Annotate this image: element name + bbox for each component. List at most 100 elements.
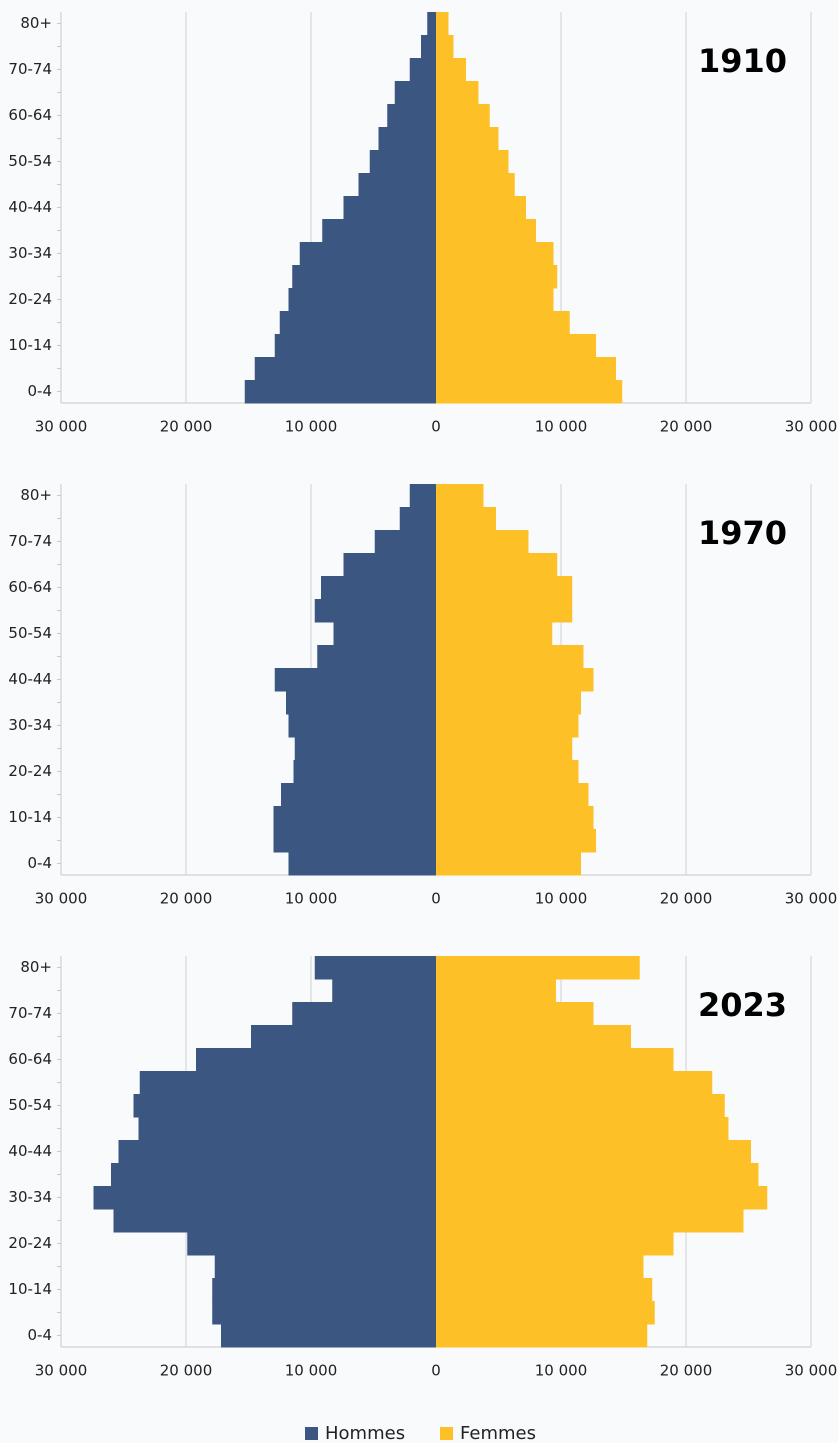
y-tick-label: 10-14 [8, 808, 52, 826]
y-tick-label: 30-34 [8, 716, 52, 734]
bar [436, 1324, 648, 1348]
bar [274, 334, 436, 358]
y-tick-label: 70-74 [8, 1004, 52, 1022]
x-tick-label: 10 000 [285, 890, 338, 908]
bar [436, 1094, 725, 1118]
bar [436, 507, 496, 531]
y-tick-label: 80+ [20, 958, 52, 976]
bar [436, 806, 594, 830]
x-tick-label: 10 000 [285, 418, 338, 436]
bar [436, 645, 584, 669]
bar [212, 1278, 436, 1302]
bar [286, 691, 436, 715]
y-tick-label: 40-44 [8, 1142, 52, 1160]
bar [436, 783, 589, 807]
bar [436, 737, 573, 761]
bar [436, 58, 466, 82]
legend-swatch [305, 1427, 318, 1440]
bar [436, 1186, 768, 1210]
bar [288, 852, 436, 876]
bar [436, 714, 579, 738]
bar [369, 150, 436, 174]
bar [118, 1140, 436, 1164]
x-tick-label: 30 000 [785, 418, 838, 436]
bar [358, 173, 436, 197]
bar [436, 956, 640, 980]
bar [374, 530, 436, 554]
bar [436, 311, 570, 335]
bar [138, 1117, 436, 1141]
y-tick-label: 30-34 [8, 244, 52, 262]
y-tick-label: 10-14 [8, 1280, 52, 1298]
y-tick-label: 20-24 [8, 762, 52, 780]
bar [436, 1301, 655, 1325]
bar [436, 1140, 751, 1164]
bar [288, 714, 436, 738]
bar [436, 553, 558, 577]
bar [387, 104, 436, 128]
y-tick-label: 60-64 [8, 106, 52, 124]
bar [251, 1025, 436, 1049]
x-tick-label: 20 000 [160, 1362, 213, 1380]
bar [294, 737, 436, 761]
legend-swatch [440, 1427, 453, 1440]
bar [436, 334, 596, 358]
bar [436, 599, 573, 623]
bar [436, 1255, 644, 1279]
bar [279, 311, 436, 335]
legend-label: Femmes [460, 1423, 536, 1443]
bar [436, 196, 526, 220]
y-tick-label: 20-24 [8, 290, 52, 308]
bar [436, 576, 573, 600]
pyramid: 30 000 20 000 10 000 0 10 000 20 000 30 000 0-4… [8, 956, 837, 1380]
bar [322, 219, 436, 243]
bar [343, 196, 436, 220]
bar [288, 288, 436, 312]
bar [394, 81, 436, 105]
x-tick-label: 20 000 [660, 890, 713, 908]
y-tick-label: 50-54 [8, 624, 52, 642]
x-tick-label: 0 [431, 890, 441, 908]
bar [293, 760, 436, 784]
bar [314, 956, 436, 980]
bar [212, 1301, 436, 1325]
bar [436, 150, 509, 174]
y-tick-label: 40-44 [8, 670, 52, 688]
bar [111, 1163, 436, 1187]
bar [436, 242, 554, 266]
bar [93, 1186, 436, 1210]
bar [436, 1232, 674, 1256]
y-tick-label: 50-54 [8, 152, 52, 170]
chart-title: 2023 [698, 986, 787, 1024]
bar [317, 645, 436, 669]
bar [436, 288, 554, 312]
x-tick-label: 10 000 [535, 1362, 588, 1380]
bar [436, 357, 616, 381]
bar [274, 668, 436, 692]
bar [436, 1278, 653, 1302]
y-tick-label: 0-4 [28, 382, 53, 400]
bar [133, 1094, 436, 1118]
pyramid: 30 000 20 000 10 000 0 10 000 20 000 30 000 0-4… [8, 484, 837, 908]
bar [333, 622, 436, 646]
bar [436, 1209, 744, 1233]
bar [196, 1048, 436, 1072]
y-tick-label: 60-64 [8, 578, 52, 596]
bar [221, 1324, 436, 1348]
y-tick-label: 20-24 [8, 1234, 52, 1252]
bar [436, 979, 556, 1003]
y-tick-label: 70-74 [8, 532, 52, 550]
bar [436, 81, 479, 105]
bar [436, 1002, 594, 1026]
bar [113, 1209, 436, 1233]
bar [321, 576, 436, 600]
x-tick-label: 20 000 [660, 418, 713, 436]
bar [436, 35, 454, 59]
bar [436, 104, 490, 128]
x-tick-label: 10 000 [535, 890, 588, 908]
bar [436, 829, 596, 853]
pyramid: 30 000 20 000 10 000 0 10 000 20 000 30 000 0-4… [8, 12, 837, 436]
x-tick-label: 20 000 [160, 890, 213, 908]
bar [254, 357, 436, 381]
